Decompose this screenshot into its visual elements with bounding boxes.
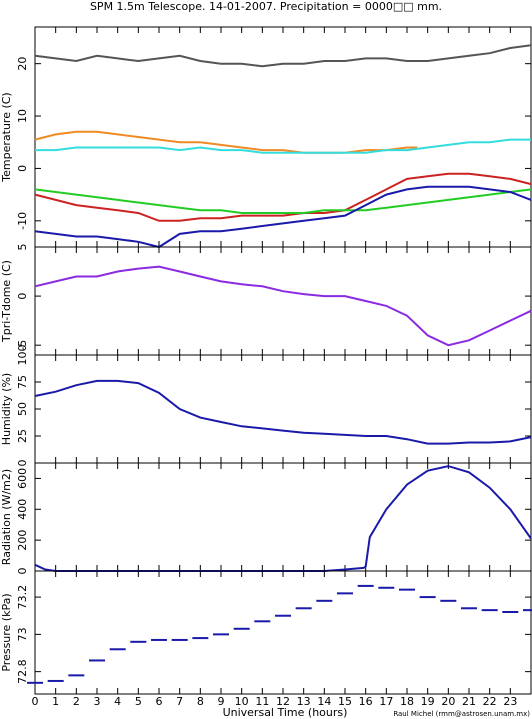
data-point-4-0-15 [337, 592, 353, 595]
y-tick-label-0-0: -10 [16, 212, 29, 230]
x-tick-label-16: 16 [359, 695, 373, 708]
x-tick-label-12: 12 [276, 695, 290, 708]
x-axis-label: Universal Time (hours) [223, 706, 348, 719]
data-point-4-0-11 [254, 620, 271, 623]
data-point-4-0-17 [378, 586, 395, 589]
x-tick-label-0: 0 [32, 695, 39, 708]
y-tick-label-2-0: 0 [16, 460, 29, 467]
x-tick-label-11: 11 [255, 695, 269, 708]
data-point-4-0-5 [130, 640, 147, 643]
x-tick-label-3: 3 [94, 695, 101, 708]
y-axis-label-3: Radiation (W/m2) [0, 469, 13, 565]
x-tick-label-13: 13 [297, 695, 311, 708]
data-point-4-0-12 [275, 614, 291, 617]
x-tick-label-18: 18 [400, 695, 414, 708]
author-credit: Raul Michel (rmm@astrosen.unam.mx) [393, 710, 530, 718]
x-tick-label-20: 20 [441, 695, 455, 708]
data-point-4-0-19 [419, 596, 436, 599]
y-tick-label-4-1: 73 [16, 627, 29, 641]
y-tick-label-4-0: 72.8 [16, 659, 29, 684]
x-tick-label-2: 2 [73, 695, 80, 708]
series-line-2-0 [34, 379, 532, 445]
panel-frame-3 [34, 462, 532, 572]
series-line-0-1 [34, 130, 418, 154]
series-line-0-4 [34, 188, 532, 214]
data-point-4-0-18 [399, 588, 415, 591]
data-point-4-0-4 [109, 648, 126, 651]
data-point-4-0-22 [481, 609, 498, 612]
y-tick-label-1-0: -5 [16, 340, 29, 351]
data-point-4-0-0 [27, 681, 43, 684]
data-point-4-0-7 [171, 638, 188, 641]
x-tick-label-17: 17 [379, 695, 393, 708]
x-tick-label-10: 10 [235, 695, 249, 708]
series-line-0-5 [34, 185, 532, 249]
y-tick-label-2-4: 100 [16, 345, 29, 366]
y-tick-label-1-2: 5 [16, 244, 29, 251]
x-tick-label-23: 23 [503, 695, 517, 708]
y-axis-label-4: Pressure (kPa) [0, 593, 13, 671]
data-point-4-0-24 [523, 609, 532, 612]
data-point-4-0-20 [440, 599, 457, 602]
y-tick-label-0-3: 20 [16, 57, 29, 71]
x-tick-label-1: 1 [52, 695, 59, 708]
x-tick-label-8: 8 [197, 695, 204, 708]
data-point-4-0-1 [47, 679, 64, 682]
x-tick-label-21: 21 [462, 695, 476, 708]
data-point-4-0-23 [502, 611, 519, 613]
data-point-4-0-10 [233, 627, 250, 630]
data-point-4-0-3 [89, 659, 105, 662]
y-tick-label-3-0: 0 [16, 568, 29, 575]
x-tick-label-4: 4 [114, 695, 121, 708]
data-point-4-0-13 [295, 607, 312, 610]
series-line-0-0 [34, 44, 532, 68]
y-tick-label-0-1: 0 [16, 165, 29, 172]
y-axis-label-2: Humidity (%) [0, 373, 13, 445]
x-tick-label-5: 5 [135, 695, 142, 708]
y-tick-label-3-3: 600 [16, 468, 29, 489]
y-tick-label-0-2: 10 [16, 109, 29, 123]
series-line-3-0 [34, 465, 532, 572]
y-tick-label-2-2: 50 [16, 402, 29, 416]
x-tick-label-15: 15 [338, 695, 352, 708]
series-line-0-2 [35, 138, 531, 154]
chart-title: SPM 1.5m Telescope. 14-01-2007. Precipit… [90, 0, 442, 13]
series-line-0-3 [34, 172, 532, 222]
data-point-4-0-14 [316, 599, 333, 602]
x-tick-label-9: 9 [218, 695, 225, 708]
x-tick-label-7: 7 [176, 695, 183, 708]
panel-frame-4 [34, 570, 532, 695]
x-tick-label-22: 22 [483, 695, 497, 708]
y-tick-label-3-1: 200 [16, 530, 29, 551]
x-tick-label-6: 6 [156, 695, 163, 708]
y-tick-label-3-2: 400 [16, 499, 29, 520]
data-point-4-0-6 [151, 638, 167, 641]
data-point-4-0-8 [192, 637, 209, 640]
data-point-4-0-21 [461, 607, 477, 610]
y-tick-label-2-1: 25 [16, 429, 29, 443]
x-tick-label-19: 19 [421, 695, 435, 708]
data-point-4-0-2 [68, 674, 85, 677]
y-axis-label-1: Tpri-Tdome (C) [0, 260, 13, 343]
y-tick-label-1-1: 0 [16, 293, 29, 300]
panel-frame-1 [34, 246, 532, 356]
series-line-1-0 [34, 265, 532, 347]
y-tick-label-2-3: 75 [16, 375, 29, 389]
y-axis-label-0: Temperature (C) [0, 92, 13, 182]
data-point-4-0-9 [213, 633, 229, 636]
data-point-4-0-16 [357, 584, 374, 587]
x-tick-label-14: 14 [317, 695, 331, 708]
panel-frame-2 [34, 354, 532, 464]
y-tick-label-4-2: 73.2 [16, 585, 29, 610]
